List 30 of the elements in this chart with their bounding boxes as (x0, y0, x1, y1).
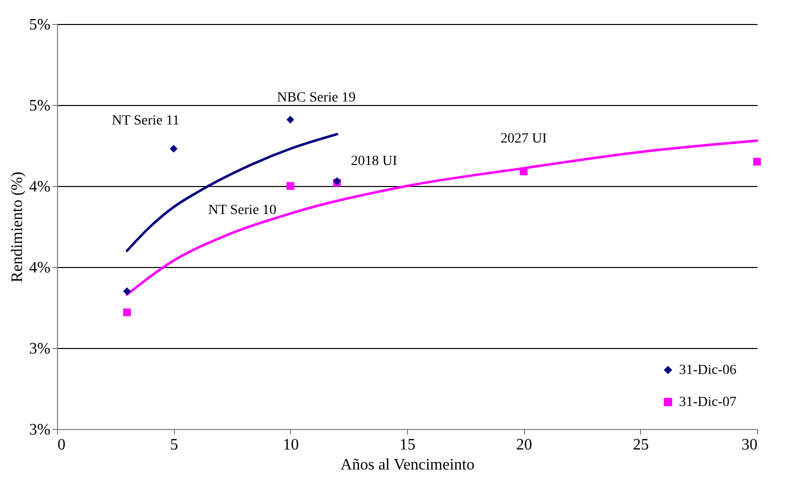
annotation: NT Serie 10 (208, 203, 276, 218)
y-tick-label: 4% (29, 260, 50, 276)
point (123, 308, 131, 316)
annotation: NT Serie 11 (112, 114, 180, 129)
x-tick-label: 0 (58, 436, 66, 454)
x-tick-label: 20 (516, 436, 532, 454)
x-axis-title: Años al Vencimeinto (340, 456, 474, 474)
y-tick-label: 5% (29, 98, 50, 114)
legend-label: 31-Dic-06 (679, 363, 737, 378)
y-tick-label: 3% (29, 422, 50, 438)
x-tick-label: 10 (282, 436, 299, 454)
line-series (126, 132, 338, 252)
y-tick-label: 5% (29, 16, 50, 34)
x-tick-label: 25 (632, 436, 649, 454)
x-tick-label: 15 (400, 436, 416, 454)
annotation: 2018 UI (350, 154, 398, 170)
legend-label: 31-Dic-07 (679, 395, 737, 410)
y-tick-label: 3% (29, 340, 50, 358)
point (286, 182, 294, 190)
x-tick-label: 30 (742, 436, 758, 454)
x-tick-label: 5 (170, 436, 178, 454)
y-axis-title: Rendimiento (%) (9, 172, 26, 282)
y-tick-label: 4% (29, 178, 50, 196)
annotation: 2027 UI (500, 131, 548, 146)
point (753, 158, 761, 166)
point (520, 168, 528, 176)
point (170, 144, 178, 153)
point (286, 116, 294, 124)
annotation: NBC Serie 19 (277, 90, 356, 106)
point (123, 287, 131, 296)
